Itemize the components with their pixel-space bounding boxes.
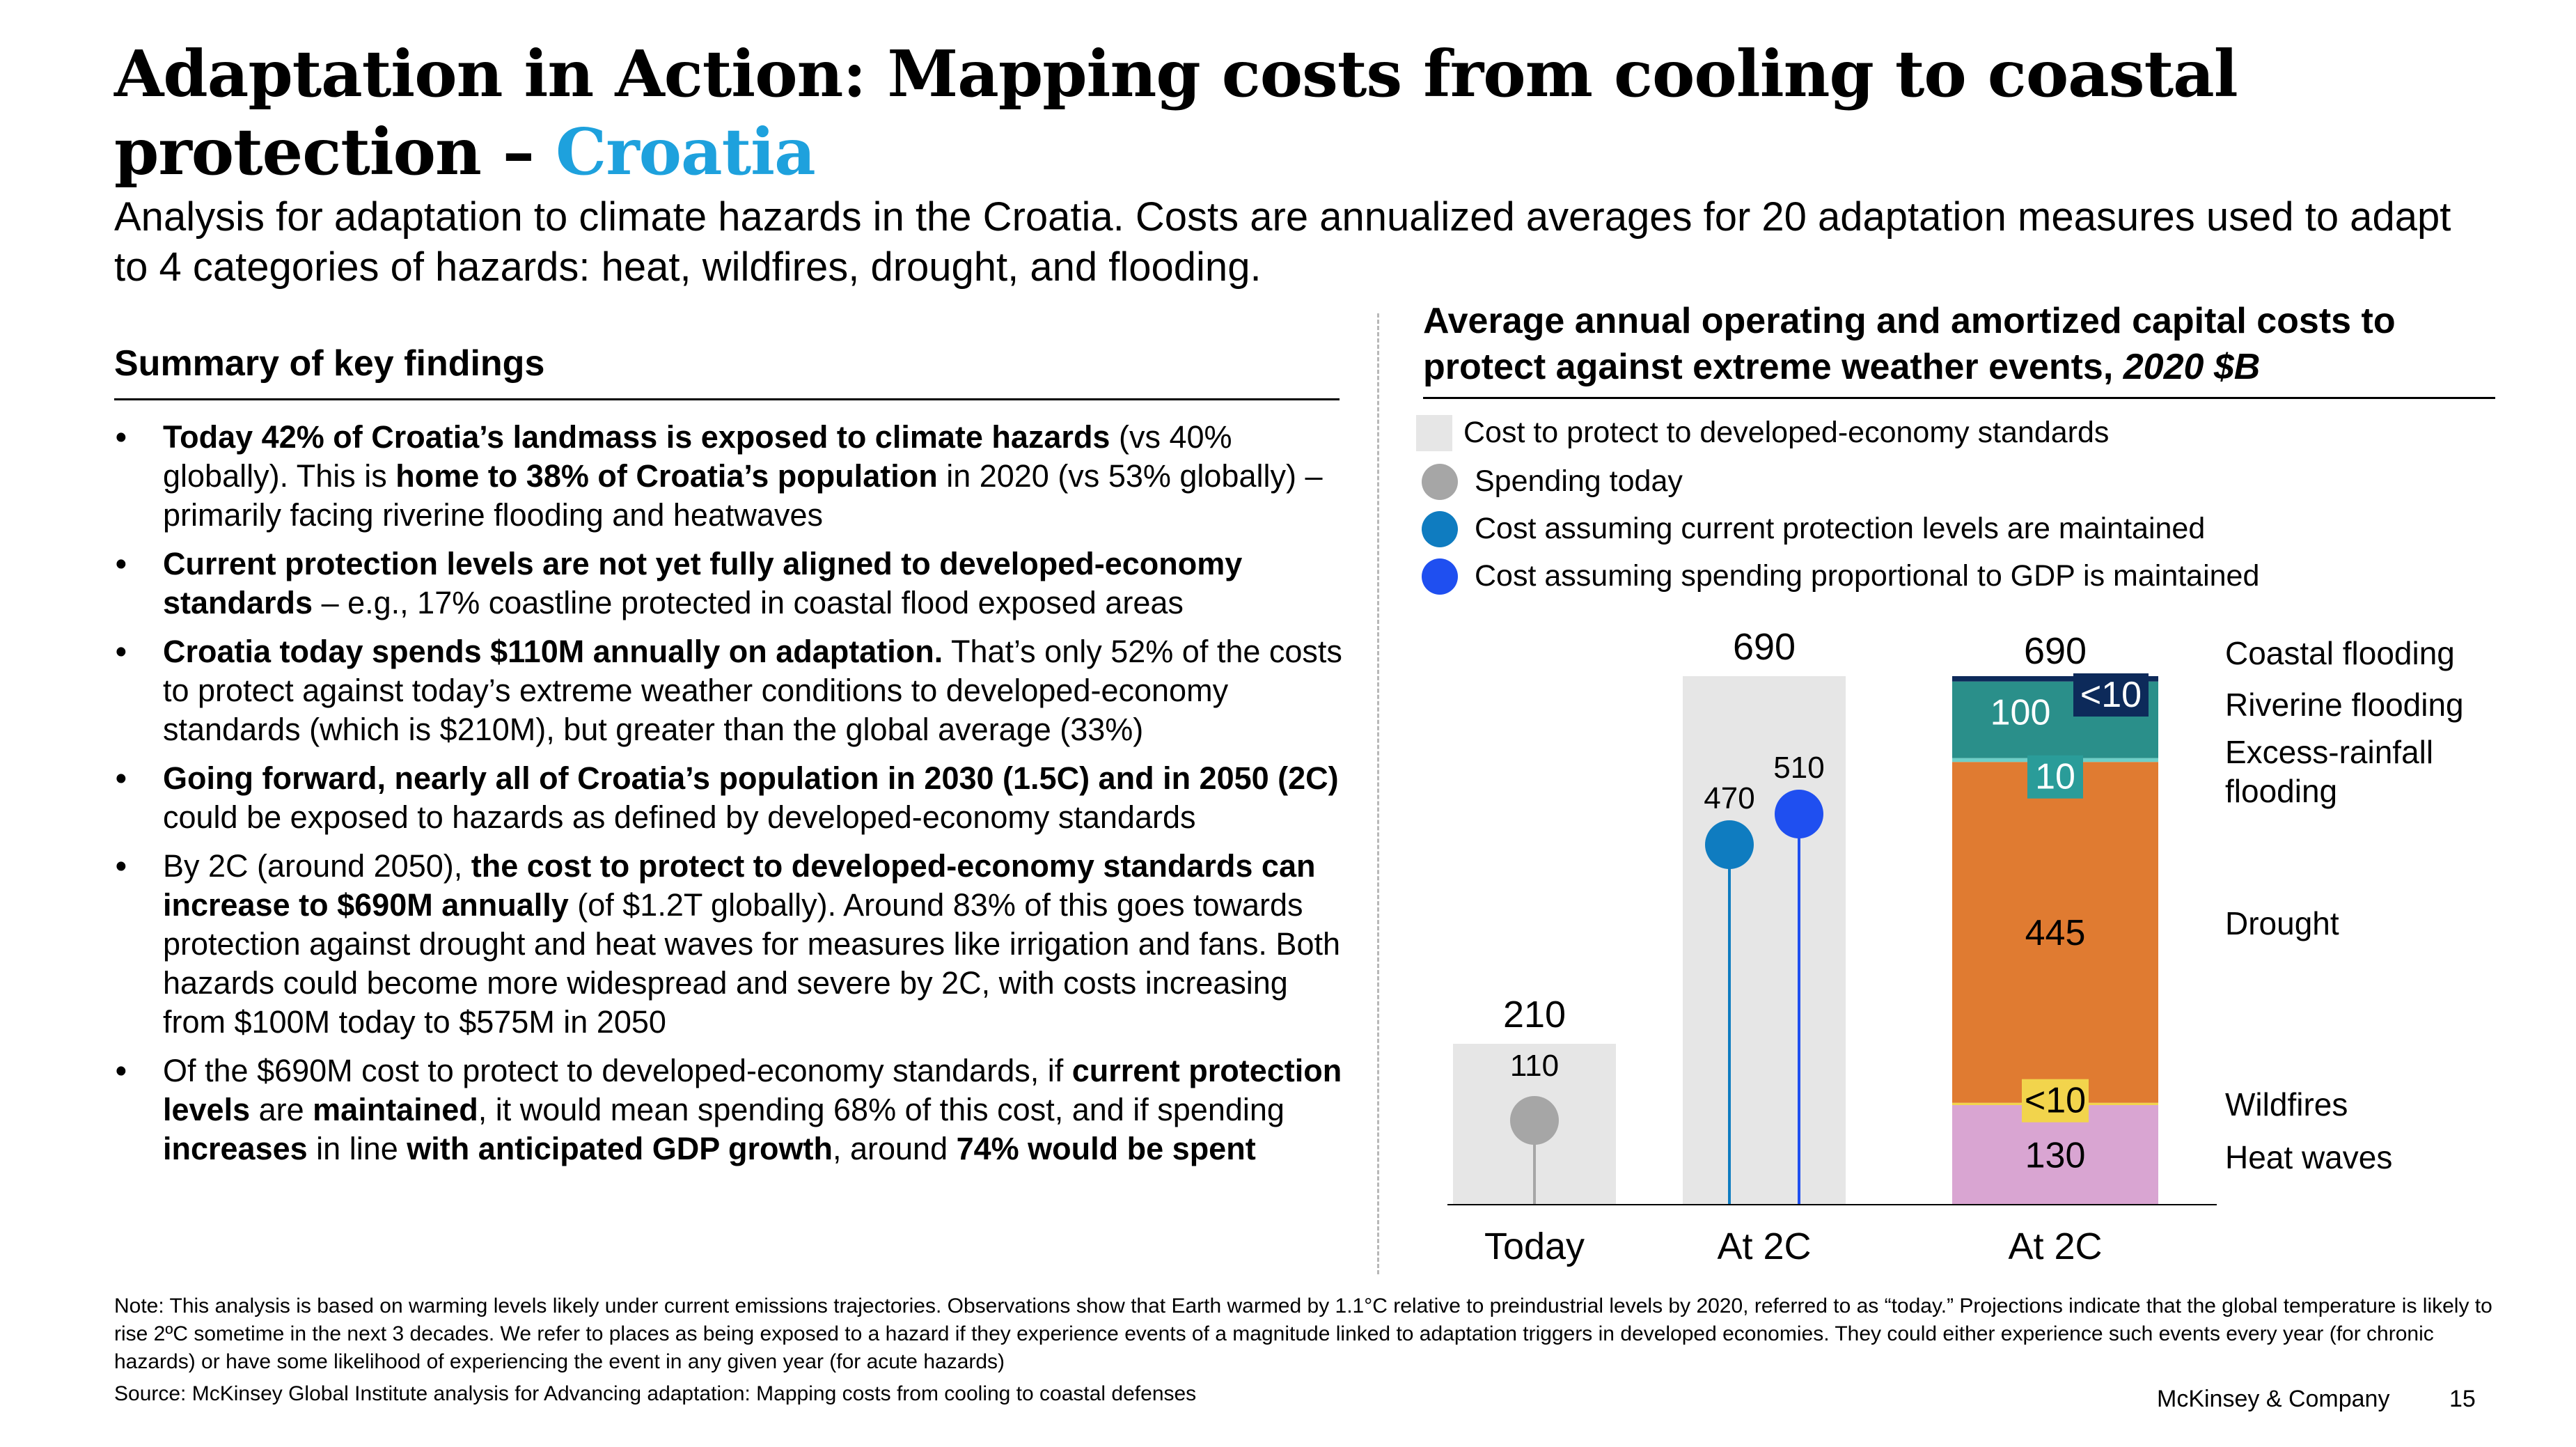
finding-text: in 2020 (vs 53% globally) – primarily fa… bbox=[163, 458, 1323, 533]
finding-text: By 2C (around 2050), bbox=[163, 848, 471, 884]
stack-segment bbox=[1952, 676, 2158, 682]
finding-text: (vs 40% globally). This is bbox=[163, 419, 1232, 494]
finding-text: , around bbox=[832, 1131, 957, 1166]
finding-text-bold: home to 38% of Croatia’s population bbox=[395, 458, 938, 494]
x-axis-label: At 2C bbox=[1717, 1226, 1811, 1267]
marker-value-label: 470 bbox=[1704, 781, 1754, 815]
legend-label: Cost to protect to developed-economy sta… bbox=[1463, 416, 2110, 449]
legend-square-icon bbox=[1416, 415, 1452, 451]
stack-segment bbox=[1952, 762, 2158, 1103]
finding-text: That’s only 52% of the costs to protect … bbox=[163, 634, 1342, 747]
finding-text-bold: maintained bbox=[313, 1092, 478, 1127]
x-axis-label: Today bbox=[1484, 1226, 1585, 1267]
hazard-label: Heat waves bbox=[2225, 1139, 2392, 1175]
chart-heading-unit: 2020 $B bbox=[2123, 347, 2261, 387]
page-subtitle: Analysis for adaptation to climate hazar… bbox=[114, 194, 2451, 290]
marker-value-label: 110 bbox=[1510, 1049, 1559, 1083]
section-divider bbox=[1377, 313, 1379, 1274]
bar-total-label: 690 bbox=[1733, 626, 1796, 668]
bullet-dot-icon: • bbox=[116, 546, 127, 581]
finding-text-bold: Current protection levels are not yet fu… bbox=[163, 546, 1243, 620]
finding-text: , it would mean spending 68% of this cos… bbox=[478, 1092, 1285, 1127]
stack-total-label: 690 bbox=[2024, 630, 2087, 672]
legend-label: Cost assuming spending proportional to G… bbox=[1475, 559, 2260, 593]
hazard-label: Drought bbox=[2225, 905, 2339, 941]
finding-text-bold: Today 42% of Croatia’s landmass is expos… bbox=[163, 419, 1110, 455]
hazard-label: Riverine flooding bbox=[2225, 687, 2464, 723]
bullet-dot-icon: • bbox=[116, 760, 127, 796]
finding-text-bold: current protection levels bbox=[163, 1053, 1342, 1127]
finding-item: • By 2C (around 2050), the cost to protec… bbox=[114, 847, 1353, 1042]
marker-value-label: 510 bbox=[1773, 751, 1824, 785]
finding-text: – e.g., 17% coastline protected in coast… bbox=[313, 585, 1184, 620]
value-tag-bg bbox=[2027, 755, 2083, 799]
stack-value-label: 130 bbox=[2025, 1136, 2086, 1176]
legend-label: Cost assuming current protection levels … bbox=[1475, 512, 2206, 545]
bullet-dot-icon: • bbox=[116, 419, 127, 455]
summary-heading: Summary of key findings bbox=[114, 343, 1340, 400]
legend-dot-icon bbox=[1422, 464, 1458, 500]
stack-value-label: 10 bbox=[2035, 757, 2075, 797]
finding-item: • Of the $690M cost to protect to develop… bbox=[114, 1051, 1353, 1168]
finding-text-bold: Croatia today spends $110M annually on a… bbox=[163, 634, 943, 669]
cost-chart: 210 Today 110 690 At 2C 470 510 690 At 2C 130 <10 4… bbox=[1447, 626, 2464, 1267]
footnote: Note: This analysis is based on warming … bbox=[114, 1295, 2492, 1373]
source-note: Source: McKinsey Global Institute analys… bbox=[114, 1382, 1197, 1405]
finding-text-bold: increases bbox=[163, 1131, 308, 1166]
hazard-label: Coastal flooding bbox=[2225, 635, 2455, 671]
bullet-dot-icon: • bbox=[116, 634, 127, 669]
finding-item: • Today 42% of Croatia’s landmass is expo… bbox=[114, 418, 1353, 535]
finding-item: • Current protection levels are not yet f… bbox=[114, 545, 1353, 623]
bullet-dot-icon: • bbox=[116, 1053, 127, 1088]
page-title: Adaptation in Action: Mapping costs from… bbox=[114, 35, 2412, 191]
finding-text-bold: Going forward, nearly all of Croatia’s p… bbox=[163, 760, 1339, 796]
stack-value-label: 445 bbox=[2025, 913, 2086, 953]
legend-dot-icon bbox=[1422, 558, 1458, 595]
finding-text: (of $1.2T globally). Around 83% of this … bbox=[163, 887, 1340, 1040]
bar-total-2 bbox=[1683, 676, 1846, 1205]
value-tag-bg bbox=[2073, 673, 2149, 717]
finding-text-bold: the cost to protect to developed-economy… bbox=[163, 848, 1316, 923]
stack-value-label: <10 bbox=[2080, 675, 2142, 715]
brand-name: McKinsey & Company bbox=[2157, 1386, 2390, 1412]
chart-heading-text: Average annual operating and amortized c… bbox=[1423, 301, 2396, 387]
value-tag-bg bbox=[2022, 1079, 2089, 1123]
finding-item: • Croatia today spends $110M annually on … bbox=[114, 632, 1353, 749]
finding-text: Of the $690M cost to protect to develope… bbox=[163, 1053, 1072, 1088]
finding-text: could be exposed to hazards as defined b… bbox=[163, 799, 1196, 835]
findings-list: • Today 42% of Croatia’s landmass is expo… bbox=[114, 418, 1353, 1178]
stack-value-label: 100 bbox=[1990, 693, 2051, 733]
bullet-dot-icon: • bbox=[116, 848, 127, 884]
legend-label: Spending today bbox=[1475, 464, 1683, 498]
finding-text: are bbox=[250, 1092, 313, 1127]
stack-value-label: <10 bbox=[2025, 1081, 2086, 1121]
x-axis-label: At 2C bbox=[2008, 1226, 2102, 1267]
marker-dot bbox=[1775, 790, 1823, 838]
finding-text-bold: with anticipated GDP growth bbox=[407, 1131, 833, 1166]
finding-text-bold: 74% would be spent bbox=[956, 1131, 1256, 1166]
marker-dot bbox=[1510, 1096, 1559, 1145]
bar-total-label: 210 bbox=[1503, 994, 1566, 1035]
title-main: Adaptation in Action: Mapping costs from… bbox=[114, 36, 2238, 189]
legend-dot-icon bbox=[1422, 511, 1458, 547]
title-country: Croatia bbox=[555, 114, 816, 189]
chart-heading: Average annual operating and amortized c… bbox=[1423, 298, 2495, 399]
marker-dot bbox=[1705, 820, 1754, 869]
page-number: 15 bbox=[2449, 1386, 2476, 1412]
hazard-label: Wildfires bbox=[2225, 1086, 2348, 1123]
hazard-label: Excess-rainfall flooding bbox=[2225, 734, 2433, 809]
finding-text: in line bbox=[307, 1131, 407, 1166]
finding-item: • Going forward, nearly all of Croatia’s … bbox=[114, 759, 1353, 837]
